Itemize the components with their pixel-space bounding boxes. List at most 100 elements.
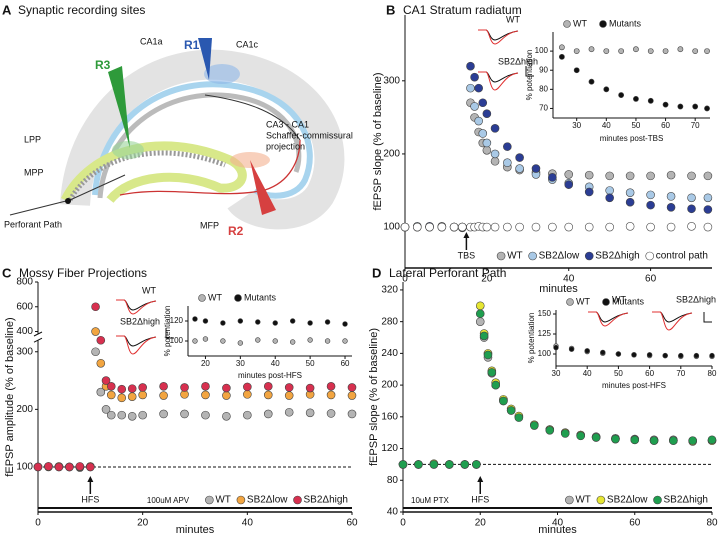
data-point xyxy=(703,205,713,214)
data-point xyxy=(564,180,574,189)
data-point xyxy=(666,222,676,232)
x-tick-label: 40 xyxy=(583,369,592,378)
data-point xyxy=(704,48,710,55)
data-point xyxy=(201,410,210,420)
data-point xyxy=(677,46,684,53)
data-point xyxy=(514,413,524,422)
y-axis-label: % potentiation xyxy=(527,313,536,364)
data-point xyxy=(576,431,585,441)
data-point xyxy=(573,48,580,55)
data-point xyxy=(591,433,601,442)
trace-label: SB2Δhigh xyxy=(676,294,716,304)
y-tick-label: 240 xyxy=(381,348,398,359)
legend-marker xyxy=(205,495,214,505)
data-point xyxy=(305,408,315,418)
data-point xyxy=(289,339,296,345)
data-point xyxy=(584,348,590,354)
data-point xyxy=(475,309,485,319)
x-tick-label: 30 xyxy=(552,369,561,378)
data-point xyxy=(305,383,315,393)
data-point xyxy=(326,390,336,400)
x-tick-label: 70 xyxy=(676,369,685,378)
x-tick-label: 30 xyxy=(572,121,581,130)
data-point xyxy=(584,187,594,197)
trace xyxy=(652,311,693,331)
data-point xyxy=(159,382,168,391)
data-point xyxy=(117,384,127,394)
data-point xyxy=(466,83,475,93)
x-tick-label: 80 xyxy=(708,369,717,378)
data-point xyxy=(515,222,524,232)
data-point xyxy=(603,48,610,55)
data-point xyxy=(192,316,198,322)
data-point xyxy=(479,331,489,341)
data-point xyxy=(662,101,669,108)
data-point xyxy=(101,376,111,385)
panel-a: A Synaptic recording sites CA1a R1 CA1c … xyxy=(2,2,353,238)
data-point xyxy=(709,352,715,359)
data-point xyxy=(96,387,106,397)
data-point xyxy=(243,382,252,392)
legend-marker xyxy=(565,495,574,505)
data-point xyxy=(342,338,348,344)
data-point xyxy=(625,222,635,231)
data-point xyxy=(243,390,252,399)
panel-letter: D xyxy=(372,265,381,280)
trace xyxy=(588,311,629,323)
legend-label: WT xyxy=(507,251,523,262)
x-tick-label: 50 xyxy=(614,369,623,378)
label: MFP xyxy=(200,220,219,230)
mossy-fibers xyxy=(119,139,301,196)
y-tick-label: 300 xyxy=(383,75,400,86)
data-point xyxy=(558,53,565,60)
y-tick-label: 200 xyxy=(381,380,398,391)
data-point xyxy=(503,142,512,151)
data-point xyxy=(474,116,483,126)
data-point xyxy=(412,222,422,232)
legend-label: Mutants xyxy=(612,296,645,306)
data-point xyxy=(687,222,696,231)
trace xyxy=(478,29,519,41)
data-point xyxy=(307,320,313,326)
data-point xyxy=(347,391,357,400)
legend-marker xyxy=(584,251,594,261)
trace-label: SB2Δhigh xyxy=(120,316,160,326)
data-point xyxy=(482,109,492,119)
y-axis-label: fEPSP slope (% of baseline) xyxy=(372,73,384,211)
x-tick-label: 20 xyxy=(481,274,493,285)
data-point xyxy=(553,344,559,351)
x-tick-label: 60 xyxy=(645,274,657,285)
scale-bar xyxy=(703,312,712,323)
data-point xyxy=(605,186,614,195)
data-point xyxy=(255,337,261,343)
legend-marker xyxy=(599,20,607,28)
data-point xyxy=(398,460,408,469)
data-point xyxy=(666,203,676,212)
data-point xyxy=(222,383,231,393)
label: LPP xyxy=(24,134,41,144)
axis-break xyxy=(33,337,43,343)
data-point xyxy=(159,391,168,400)
legend-label: WT xyxy=(575,495,591,506)
x-tick-label: 20 xyxy=(201,359,210,368)
data-point xyxy=(478,129,488,138)
data-point xyxy=(515,164,524,173)
x-tick-label: 80 xyxy=(706,518,718,529)
data-point xyxy=(687,171,696,181)
legend-marker xyxy=(563,20,571,28)
data-point xyxy=(703,193,713,203)
legend-marker xyxy=(293,495,302,505)
x-tick-label: 40 xyxy=(242,518,254,529)
data-point xyxy=(202,318,209,324)
data-point xyxy=(564,170,574,179)
x-tick-label: 70 xyxy=(691,121,700,130)
data-point xyxy=(506,406,516,415)
data-point xyxy=(220,338,226,344)
x-axis-label: minutes post-HFS xyxy=(602,381,666,390)
x-tick-label: 40 xyxy=(271,359,280,368)
data-point xyxy=(33,462,43,472)
legend-marker xyxy=(528,251,537,261)
x-tick-label: 60 xyxy=(661,121,670,130)
data-point xyxy=(117,393,127,403)
data-point xyxy=(284,391,294,400)
